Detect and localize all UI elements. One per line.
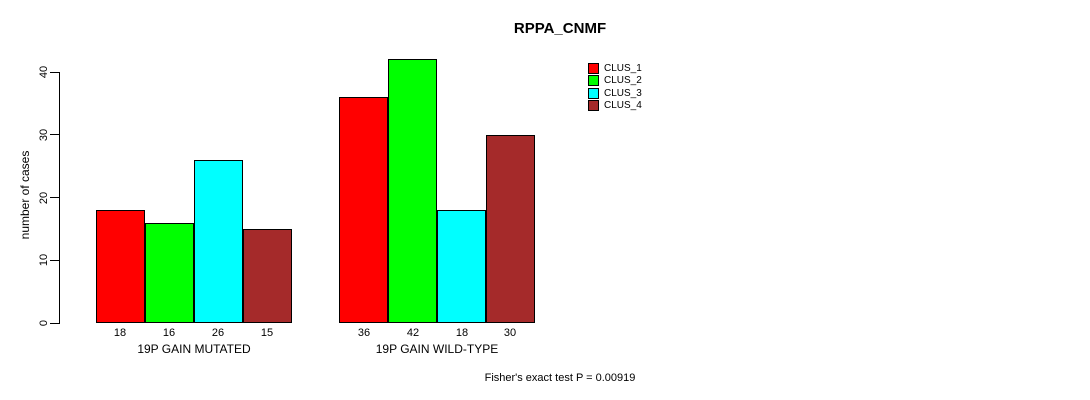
- bar-value-label: 42: [406, 327, 420, 339]
- bar-clus_1: [339, 97, 388, 323]
- y-axis-tick: [50, 134, 60, 136]
- bar-clus_2: [145, 223, 194, 323]
- group-label: 19P GAIN MUTATED: [137, 342, 251, 356]
- legend-label: CLUS_2: [604, 75, 642, 87]
- bar-clus_2: [388, 59, 437, 323]
- bar-value-label: 16: [162, 327, 176, 339]
- group-label: 19P GAIN WILD-TYPE: [375, 342, 499, 356]
- legend-label: CLUS_3: [604, 87, 642, 99]
- legend-swatch: [588, 63, 599, 74]
- legend-item: CLUS_3: [588, 87, 642, 99]
- y-axis-tick-label: 40: [38, 65, 50, 79]
- bar-value-label: 30: [503, 327, 517, 339]
- legend-label: CLUS_1: [604, 63, 642, 74]
- legend-item: CLUS_4: [588, 99, 642, 111]
- y-axis-tick: [50, 197, 60, 198]
- y-axis-tick-label: 30: [38, 128, 50, 141]
- y-axis-tick: [50, 71, 60, 73]
- legend-item: CLUS_2: [588, 75, 642, 87]
- bar-clus_4: [486, 135, 535, 323]
- y-axis-label: number of cases: [18, 150, 32, 240]
- y-axis-tick-label: 0: [38, 319, 50, 327]
- bar-clus_4: [243, 229, 292, 323]
- chart-title: RPPA_CNMF: [513, 20, 607, 37]
- y-axis-tick-label: 10: [38, 254, 50, 267]
- legend-item: CLUS_1: [588, 63, 642, 74]
- y-axis-tick: [50, 259, 60, 261]
- bar-value-label: 26: [211, 327, 225, 339]
- legend-swatch: [588, 99, 599, 111]
- bar-clus_3: [437, 210, 486, 323]
- bar-value-label: 18: [455, 327, 469, 339]
- legend-label: CLUS_4: [604, 99, 642, 111]
- bar-clus_3: [194, 160, 243, 323]
- legend-swatch: [588, 75, 599, 87]
- y-axis-tick: [50, 322, 60, 324]
- bar-clus_1: [96, 210, 145, 323]
- y-axis-tick-label: 20: [38, 191, 50, 204]
- footnote: Fisher's exact test P = 0.00919: [484, 372, 636, 384]
- bar-value-label: 18: [113, 327, 127, 339]
- bar-value-label: 15: [260, 327, 274, 339]
- bar-value-label: 36: [357, 327, 371, 339]
- legend-swatch: [588, 87, 599, 99]
